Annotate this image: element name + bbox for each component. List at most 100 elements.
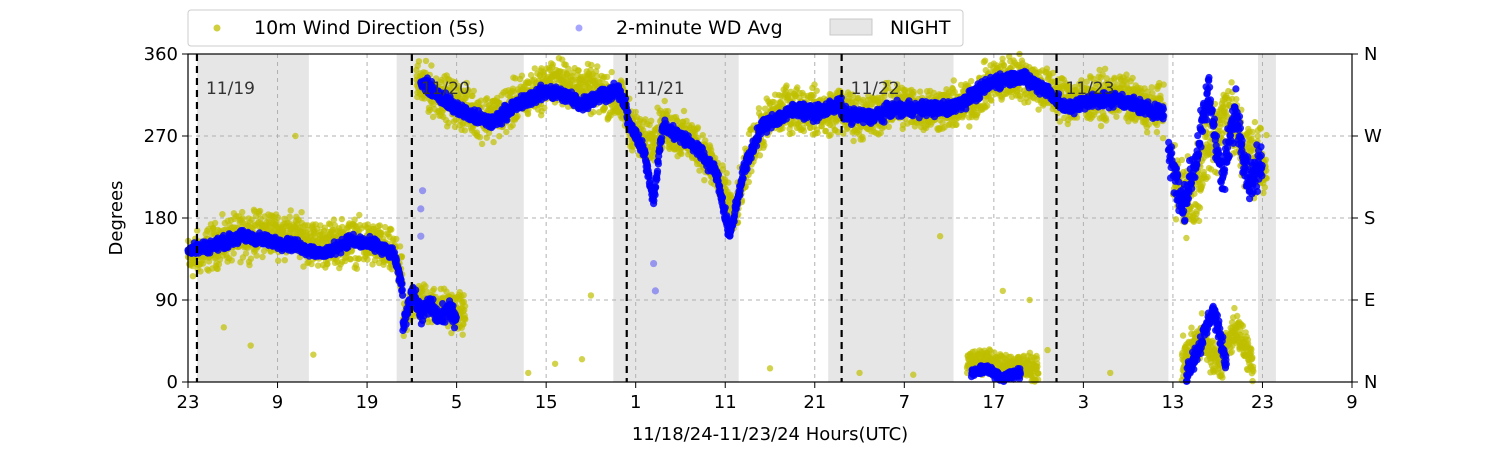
data-point xyxy=(460,292,467,299)
data-point xyxy=(1172,216,1180,223)
data-point xyxy=(950,77,957,84)
data-point xyxy=(1113,113,1120,120)
data-point xyxy=(422,57,430,65)
data-point xyxy=(470,87,477,95)
data-point xyxy=(286,213,293,220)
data-point xyxy=(953,121,960,128)
data-point xyxy=(1144,129,1151,136)
data-point xyxy=(364,256,371,263)
data-point xyxy=(393,235,400,243)
data-point xyxy=(239,208,246,216)
data-point xyxy=(194,227,201,234)
data-point xyxy=(462,316,469,323)
data-point xyxy=(422,283,429,290)
data-point xyxy=(1228,79,1235,86)
data-point xyxy=(783,82,790,89)
data-point xyxy=(910,88,917,96)
data-point xyxy=(460,321,467,328)
data-point xyxy=(211,219,219,227)
data-point xyxy=(514,112,521,120)
data-point xyxy=(648,117,655,125)
data-point xyxy=(1025,98,1032,106)
data-point xyxy=(445,119,452,127)
data-points-layer xyxy=(184,50,1270,385)
data-point xyxy=(701,177,708,184)
data-point xyxy=(461,127,469,134)
data-point xyxy=(356,211,363,219)
data-point xyxy=(984,102,991,109)
data-point xyxy=(421,95,428,102)
data-point xyxy=(850,137,857,145)
data-point xyxy=(725,179,732,186)
data-point xyxy=(314,262,322,269)
data-point xyxy=(396,243,404,250)
data-point xyxy=(916,88,924,95)
data-point xyxy=(339,223,346,231)
data-point xyxy=(789,129,796,137)
data-point xyxy=(274,214,282,221)
data-point xyxy=(678,150,685,158)
data-point xyxy=(968,77,975,85)
data-point xyxy=(601,104,608,112)
data-point xyxy=(230,250,237,257)
data-point xyxy=(834,128,842,136)
data-point xyxy=(388,226,395,233)
data-point xyxy=(490,138,497,146)
data-point xyxy=(1035,370,1042,377)
data-point xyxy=(859,136,866,143)
data-point xyxy=(330,216,338,223)
data-point xyxy=(1145,121,1153,128)
data-point xyxy=(575,67,582,74)
data-point xyxy=(588,61,595,69)
data-point xyxy=(347,256,354,263)
data-point xyxy=(680,107,688,115)
data-point xyxy=(509,122,516,129)
data-point xyxy=(694,124,702,131)
data-point xyxy=(478,140,486,148)
data-point xyxy=(756,152,764,159)
data-point xyxy=(594,63,601,70)
data-point xyxy=(228,257,235,264)
data-point xyxy=(814,129,821,137)
data-point xyxy=(966,123,973,130)
data-point xyxy=(1049,69,1057,77)
data-point xyxy=(275,257,282,264)
data-point xyxy=(376,222,383,229)
data-point xyxy=(400,332,407,339)
data-point xyxy=(253,252,260,259)
data-point xyxy=(496,133,503,140)
data-point xyxy=(247,255,255,262)
data-point xyxy=(1159,134,1167,142)
data-point xyxy=(355,255,363,262)
data-point xyxy=(503,128,510,136)
data-point xyxy=(476,134,484,141)
data-point xyxy=(321,224,329,231)
data-point xyxy=(199,260,207,267)
data-point xyxy=(1178,156,1186,164)
data-point xyxy=(398,253,406,260)
data-point xyxy=(287,207,294,214)
data-point xyxy=(811,81,818,88)
data-point xyxy=(1153,128,1161,136)
data-point xyxy=(1233,96,1240,103)
data-point xyxy=(1160,81,1167,88)
data-point xyxy=(541,104,548,112)
data-point xyxy=(1196,204,1204,211)
data-point xyxy=(1034,363,1041,370)
data-point xyxy=(256,207,264,215)
data-point xyxy=(1103,117,1110,124)
data-point xyxy=(351,216,358,223)
data-point xyxy=(239,215,246,222)
data-point xyxy=(430,285,438,293)
data-point xyxy=(378,229,385,236)
data-point xyxy=(1204,173,1211,181)
data-point xyxy=(813,87,820,94)
data-point xyxy=(429,113,437,121)
data-point xyxy=(518,72,526,79)
data-point xyxy=(281,257,288,264)
data-point xyxy=(237,259,244,266)
data-point xyxy=(353,265,361,272)
data-point xyxy=(242,250,250,257)
data-point xyxy=(248,216,255,223)
